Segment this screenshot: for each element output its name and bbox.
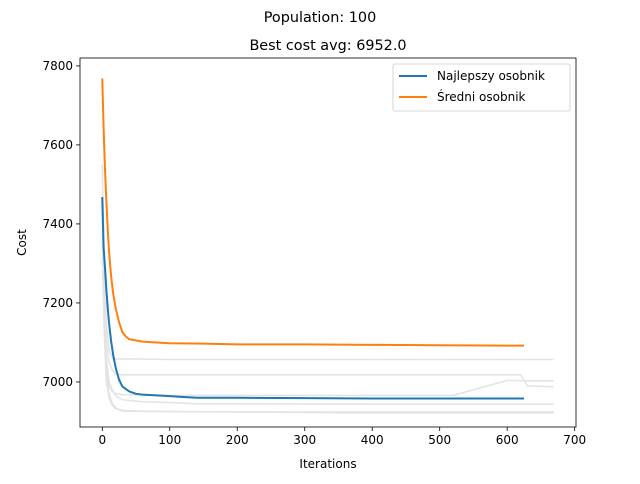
x-tick-label: 400 <box>361 433 384 447</box>
series-line-average <box>101 78 525 347</box>
chart-title: Best cost avg: 6952.0 <box>249 38 406 54</box>
x-tick-label: 300 <box>293 433 316 447</box>
series-line-best <box>101 197 525 400</box>
y-tick-label: 7600 <box>42 138 73 152</box>
main-series <box>101 78 525 400</box>
plot-frame <box>79 57 577 428</box>
x-tick-label: 0 <box>98 433 106 447</box>
x-tick-label: 500 <box>428 433 451 447</box>
background-run-line-7 <box>101 255 554 397</box>
y-tick-label: 7400 <box>42 217 73 231</box>
y-axis: 7000 7200 7400 7600 7800 <box>42 59 80 389</box>
y-tick-label: 7800 <box>42 59 73 73</box>
y-axis-label: Cost <box>15 229 29 256</box>
legend-label-average: Średni osobnik <box>437 89 526 104</box>
x-tick-label: 200 <box>226 433 249 447</box>
x-axis-label: Iterations <box>299 457 356 471</box>
x-tick-label: 700 <box>563 433 586 447</box>
x-tick-label: 600 <box>496 433 519 447</box>
legend-box <box>392 63 571 112</box>
x-axis: 0 100 200 300 400 500 600 700 <box>98 427 586 447</box>
legend: Najlepszy osobnik Średni osobnik <box>392 63 571 112</box>
y-tick-label: 7000 <box>42 375 73 389</box>
background-runs <box>101 164 554 414</box>
y-tick-label: 7200 <box>42 296 73 310</box>
figure-suptitle: Population: 100 <box>264 10 377 26</box>
x-tick-label: 100 <box>158 433 181 447</box>
legend-label-best: Najlepszy osobnik <box>437 69 545 83</box>
